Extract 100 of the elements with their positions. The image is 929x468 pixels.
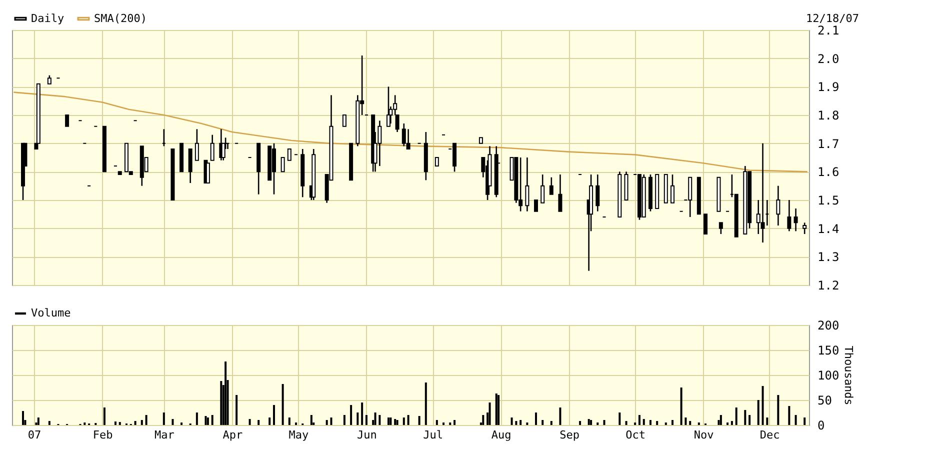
- y-tick-label: 150: [818, 344, 840, 358]
- bar: [454, 420, 456, 425]
- candlestick: [406, 128, 410, 150]
- bar: [748, 415, 751, 425]
- x-tick-label: Aug: [491, 428, 512, 442]
- bar: [134, 421, 136, 425]
- bar: [402, 418, 405, 425]
- bar: [559, 408, 562, 425]
- bar: [204, 416, 207, 425]
- x-tick-label: Jul: [423, 428, 443, 442]
- bar: [671, 420, 674, 425]
- bar: [172, 419, 174, 425]
- bar: [757, 400, 760, 425]
- bar: [248, 419, 251, 425]
- bar: [103, 408, 106, 425]
- candlestick: [525, 156, 530, 212]
- x-tick-label: 07: [28, 428, 42, 442]
- y-tick-label: 2.0: [818, 52, 840, 66]
- bar: [396, 420, 398, 425]
- bar: [588, 419, 590, 425]
- bar: [361, 402, 364, 425]
- bar: [590, 420, 592, 425]
- candlestick: [596, 174, 600, 212]
- candlestick: [65, 114, 70, 127]
- bar: [730, 421, 733, 425]
- bar: [140, 420, 143, 425]
- bar: [258, 420, 260, 425]
- bar: [206, 418, 209, 425]
- bar: [343, 415, 346, 425]
- bar: [220, 381, 222, 425]
- bar: [579, 421, 582, 425]
- bar: [495, 394, 498, 425]
- bar: [114, 422, 116, 425]
- bar: [515, 421, 518, 425]
- bar: [350, 405, 352, 425]
- candlestick: [776, 185, 780, 226]
- bar: [268, 418, 271, 425]
- bar: [649, 420, 652, 425]
- candlestick: [194, 128, 199, 161]
- bar: [638, 415, 640, 425]
- bar: [326, 420, 328, 425]
- bar: [542, 420, 544, 425]
- candlestick: [280, 157, 285, 172]
- bar: [310, 415, 312, 425]
- bar: [788, 406, 790, 425]
- legend-label: Daily: [31, 12, 64, 25]
- bar: [288, 418, 290, 425]
- x-tick-label: May: [288, 428, 310, 442]
- bar: [282, 384, 284, 425]
- bar: [374, 412, 376, 425]
- legend-label: Volume: [31, 306, 71, 320]
- bar: [378, 415, 381, 425]
- candlestick: [342, 114, 346, 127]
- line-series: [14, 92, 808, 172]
- legend-label: SMA(200): [94, 12, 147, 25]
- bar: [720, 415, 722, 425]
- y-tick-label: 1.7: [818, 136, 840, 151]
- x-tick-label: Mar: [154, 428, 175, 442]
- bar: [196, 412, 198, 425]
- bar: [520, 420, 522, 425]
- bar: [482, 415, 484, 425]
- candlestick: [704, 214, 708, 234]
- y-tick-label: 200: [818, 318, 840, 332]
- bar: [766, 418, 768, 425]
- bar: [145, 415, 148, 425]
- x-tick-label: Jun: [357, 428, 377, 442]
- x-tick-label: Oct: [626, 428, 646, 442]
- candlestick: [452, 142, 457, 172]
- y-tick-label: 1.4: [818, 222, 840, 236]
- bar: [642, 419, 645, 425]
- candlestick: [558, 174, 562, 212]
- bar: [498, 395, 500, 425]
- bar: [680, 388, 682, 425]
- candlestick: [210, 134, 214, 161]
- bar: [48, 421, 50, 425]
- bar: [236, 395, 238, 425]
- candlestick: [718, 222, 723, 235]
- bar: [436, 420, 438, 425]
- bar: [603, 420, 606, 425]
- bar: [656, 421, 658, 425]
- bar: [118, 422, 121, 425]
- bar: [387, 418, 390, 425]
- bar: [224, 362, 227, 425]
- candlestick: [787, 199, 792, 232]
- bar: [211, 415, 214, 425]
- y-tick-label: 1.9: [818, 80, 840, 94]
- y-tick-label: 1.6: [818, 165, 840, 180]
- bar: [534, 412, 537, 425]
- bar: [684, 418, 687, 425]
- bar: [735, 408, 738, 425]
- bar: [162, 412, 165, 425]
- candlestick: [794, 208, 798, 232]
- bar: [424, 382, 427, 425]
- y-tick-label: 1.3: [818, 250, 840, 264]
- bar: [418, 416, 420, 425]
- candlestick: [287, 148, 292, 161]
- candlestick: [670, 174, 674, 204]
- x-tick-label: Apr: [222, 428, 243, 442]
- candlestick: [760, 142, 765, 244]
- bar: [356, 412, 359, 425]
